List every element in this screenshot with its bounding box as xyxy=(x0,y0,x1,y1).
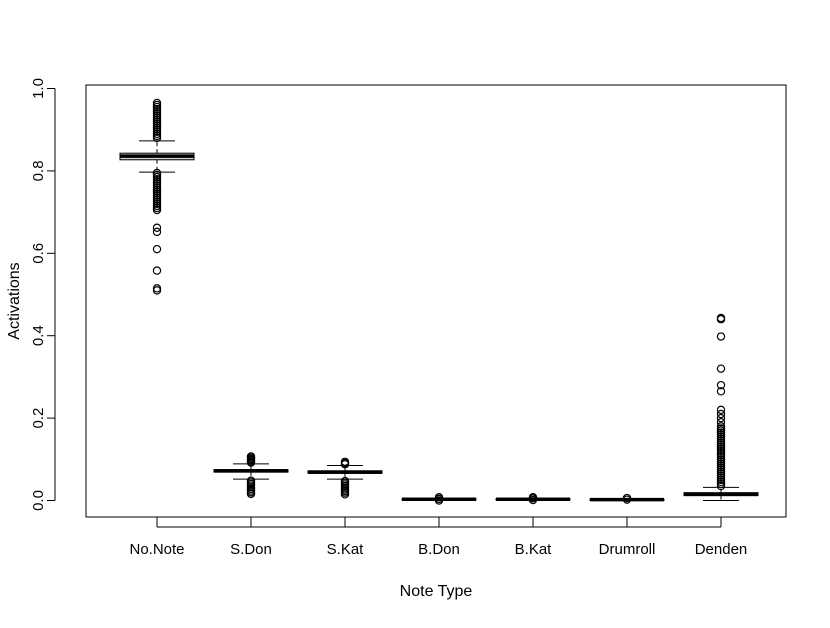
x-tick-label: S.Don xyxy=(230,541,272,558)
x-tick-label: B.Don xyxy=(418,541,460,558)
x-tick-label: Denden xyxy=(695,541,748,558)
outlier-point xyxy=(528,493,538,502)
outlier-point xyxy=(716,387,726,396)
outlier-point xyxy=(152,244,162,254)
outlier-point xyxy=(716,332,726,341)
x-tick-label: Drumroll xyxy=(599,541,656,558)
outlier-point xyxy=(340,457,350,466)
outlier-point xyxy=(622,493,632,503)
x-tick-label: S.Kat xyxy=(327,541,365,558)
outlier-point xyxy=(152,168,162,178)
y-tick-label: 1.0 xyxy=(30,78,47,99)
x-axis-label: Note Type xyxy=(400,583,473,600)
y-axis-label: Activations xyxy=(6,262,23,339)
outlier-point xyxy=(716,413,726,423)
outlier-point xyxy=(434,493,444,502)
outlier-point xyxy=(152,98,162,108)
outlier-point xyxy=(152,266,162,275)
outlier-point xyxy=(716,422,726,431)
plot-layer: 0.0 0.2 0.4 0.6 0.8 1.0 No.Note S.Don S.Kat B.Don… xyxy=(30,78,787,558)
outlier-point xyxy=(716,313,726,323)
outlier-point xyxy=(716,364,726,373)
outlier-point xyxy=(340,476,350,486)
y-tick-label: 0.4 xyxy=(30,325,47,346)
y-tick-label: 0.2 xyxy=(30,408,47,429)
outlier-point xyxy=(152,284,162,293)
outlier-point xyxy=(716,409,726,419)
y-tick-label: 0.0 xyxy=(30,490,47,511)
outlier-point xyxy=(152,223,162,232)
x-tick-label: B.Kat xyxy=(515,541,553,558)
outlier-point xyxy=(246,476,256,485)
plot-frame xyxy=(85,84,787,518)
outlier-point xyxy=(716,405,726,415)
y-tick-label: 0.8 xyxy=(30,160,47,181)
outlier-point xyxy=(152,227,162,237)
y-tick-label: 0.6 xyxy=(30,243,47,264)
outlier-point xyxy=(716,380,726,390)
outlier-point xyxy=(246,452,256,461)
x-tick-label: No.Note xyxy=(129,541,184,558)
outlier-point xyxy=(716,418,726,427)
